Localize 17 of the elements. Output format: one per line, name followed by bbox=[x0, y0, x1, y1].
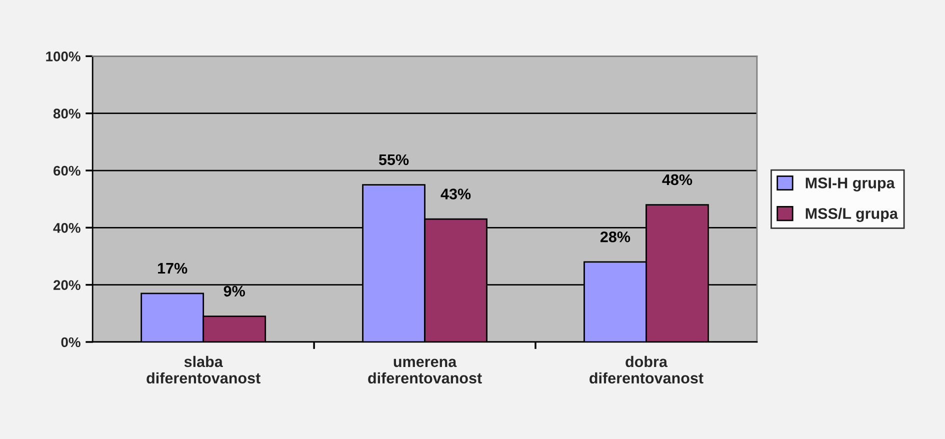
data-label: 28% bbox=[600, 231, 630, 242]
legend-label: MSI-H grupa bbox=[806, 178, 895, 192]
data-label: 43% bbox=[440, 188, 471, 200]
y-tick-label: 80% bbox=[53, 108, 80, 119]
x-tick-label: dobra diferentovanost bbox=[590, 356, 704, 384]
data-label: 48% bbox=[662, 174, 692, 186]
y-tick-label: 40% bbox=[53, 223, 80, 233]
y-tick-label: 0% bbox=[61, 337, 80, 348]
data-label: 17% bbox=[158, 262, 188, 274]
x-tick-label: slaba diferentovanost bbox=[146, 356, 260, 384]
x-tick-label: umerena diferentovanost bbox=[368, 358, 482, 384]
y-tick-label: 20% bbox=[53, 280, 80, 290]
data-label: 9% bbox=[224, 286, 245, 297]
legend-label: MSS/L grupa bbox=[806, 208, 898, 222]
y-tick-label: 60% bbox=[54, 166, 80, 176]
y-tick-label: 100% bbox=[46, 52, 80, 62]
data-label: 55% bbox=[378, 154, 409, 166]
